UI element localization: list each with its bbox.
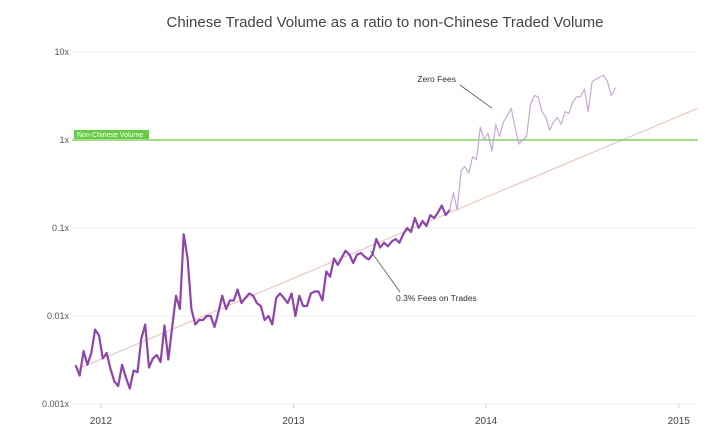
y-tick-label: 10x	[54, 47, 69, 57]
y-tick-label: 0.01x	[47, 311, 70, 321]
annotations-layer: Zero Fees 0.3% Fees on Trades	[370, 74, 493, 303]
y-tick-label: 0.001x	[42, 399, 70, 409]
reference-label: Non-Chinese Volume	[77, 132, 143, 139]
reference-layer: Non-Chinese Volume	[72, 130, 698, 141]
trend-layer	[77, 107, 699, 370]
y-tick-label: 0.1x	[52, 223, 70, 233]
trend-line	[77, 107, 699, 370]
annotation-pointer	[459, 84, 493, 109]
series-line-thick	[74, 204, 451, 390]
x-tick-label: 2015	[668, 416, 691, 427]
grid	[72, 51, 698, 405]
annotation-label: Zero Fees	[417, 74, 456, 84]
series-line-thin	[448, 74, 616, 211]
x-tick-label: 2014	[475, 416, 498, 427]
annotation-label: 0.3% Fees on Trades	[396, 293, 477, 303]
chart-title: Chinese Traded Volume as a ratio to non-…	[167, 14, 604, 31]
y-tick-label: 1x	[59, 135, 69, 145]
series-layer	[74, 74, 616, 390]
x-tick-label: 2012	[90, 416, 113, 427]
annotation-pointer	[370, 250, 401, 293]
reference-label-badge	[74, 130, 149, 139]
x-tick-label: 2013	[282, 416, 305, 427]
x-axis: 2012 2013 2014 2015	[90, 404, 691, 427]
y-axis: 10x 1x 0.1x 0.01x 0.001x	[42, 47, 70, 409]
